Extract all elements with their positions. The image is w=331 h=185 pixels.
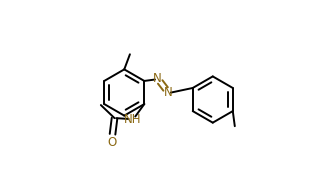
Text: N: N <box>164 86 173 99</box>
Text: N: N <box>153 72 162 85</box>
Text: NH: NH <box>124 113 141 126</box>
Text: O: O <box>107 136 116 149</box>
